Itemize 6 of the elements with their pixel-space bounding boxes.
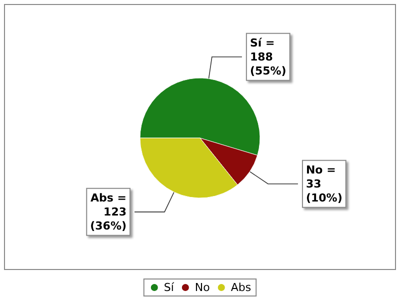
legend-label: No (194, 281, 210, 294)
legend-label: Abs (230, 281, 252, 294)
data-label: No = 33 (10%) (306, 163, 342, 204)
legend-label: Sí (164, 281, 175, 294)
data-label: Sí = 188 (55%) (250, 36, 286, 78)
data-label: Abs = 123 (36%) (90, 191, 127, 232)
